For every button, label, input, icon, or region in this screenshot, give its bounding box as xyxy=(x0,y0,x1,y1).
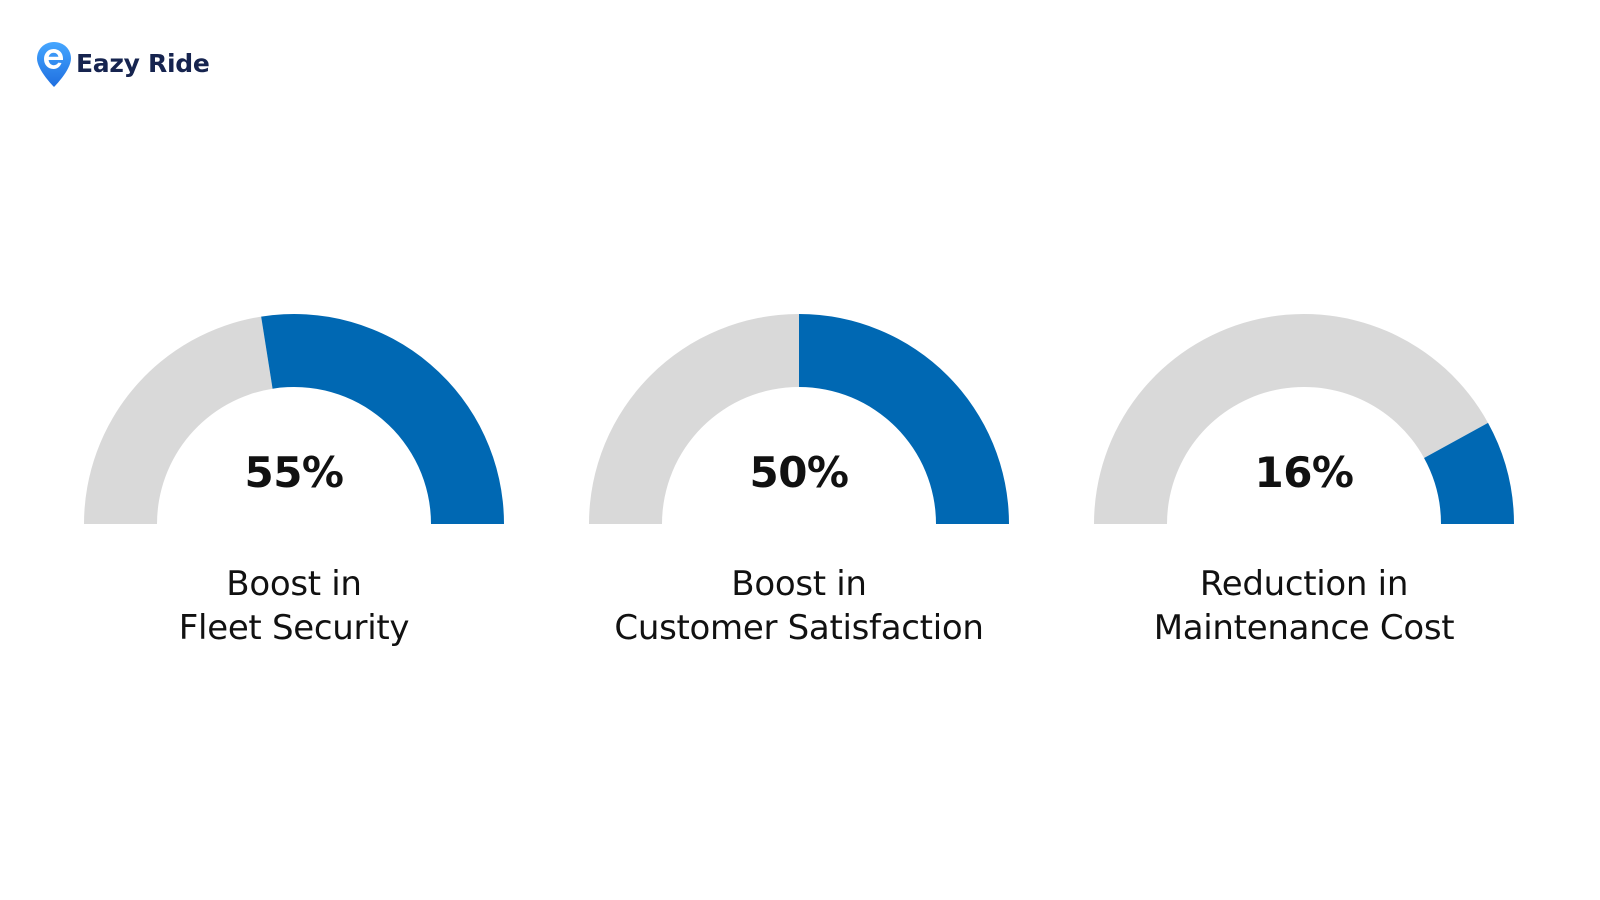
gauge-caption-line: Boost in xyxy=(731,564,867,604)
gauge-caption-line: Fleet Security xyxy=(178,608,410,648)
gauge-value-label: 16% xyxy=(1254,448,1354,497)
gauge-caption-line: Customer Satisfaction xyxy=(614,608,984,648)
gauge-caption-line: Reduction in xyxy=(1199,564,1409,604)
brand-logo: Eazy Ride xyxy=(36,40,210,90)
gauge-value-label: 55% xyxy=(244,448,344,497)
gauge-caption: Boost in Fleet Security xyxy=(74,562,514,650)
location-pin-icon xyxy=(37,42,71,87)
brand-name: Eazy Ride xyxy=(76,48,210,78)
gauge-caption: Reduction in Maintenance Cost xyxy=(1084,562,1524,650)
gauge-fleet-security: 55% Boost in Fleet Security xyxy=(74,300,514,660)
gauge-maintenance-cost: 16% Reduction in Maintenance Cost xyxy=(1084,300,1524,660)
gauge-track xyxy=(84,316,273,524)
gauge-track xyxy=(589,314,799,524)
gauge-arc xyxy=(589,314,1009,524)
gauge-caption-line: Maintenance Cost xyxy=(1153,608,1455,648)
gauge-value-label: 50% xyxy=(749,448,849,497)
gauge-fill xyxy=(799,314,1009,524)
gauge-track xyxy=(1094,314,1489,524)
gauge-caption: Boost in Customer Satisfaction xyxy=(579,562,1019,650)
gauge-caption-line: Boost in xyxy=(226,564,362,604)
gauge-arc xyxy=(1094,314,1514,524)
gauge-fill xyxy=(1424,422,1514,524)
gauge-fill xyxy=(261,314,504,524)
gauge-customer-satisfaction: 50% Boost in Customer Satisfaction xyxy=(579,300,1019,660)
gauge-arc xyxy=(84,314,504,524)
